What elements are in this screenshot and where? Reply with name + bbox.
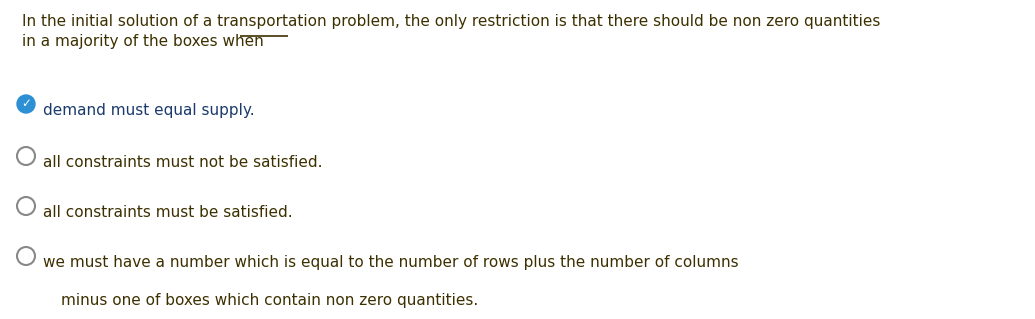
- Text: all constraints must not be satisfied.: all constraints must not be satisfied.: [43, 155, 323, 170]
- Text: ✓: ✓: [21, 98, 31, 110]
- Text: all constraints must be satisfied.: all constraints must be satisfied.: [43, 205, 293, 220]
- Text: In the initial solution of a transportation problem, the only restriction is tha: In the initial solution of a transportat…: [22, 14, 881, 29]
- Circle shape: [17, 95, 35, 113]
- Text: in a majority of the boxes when: in a majority of the boxes when: [22, 34, 264, 49]
- Text: we must have a number which is equal to the number of rows plus the number of co: we must have a number which is equal to …: [43, 255, 739, 270]
- Text: demand must equal supply.: demand must equal supply.: [43, 103, 255, 118]
- Text: minus one of boxes which contain non zero quantities.: minus one of boxes which contain non zer…: [61, 293, 478, 308]
